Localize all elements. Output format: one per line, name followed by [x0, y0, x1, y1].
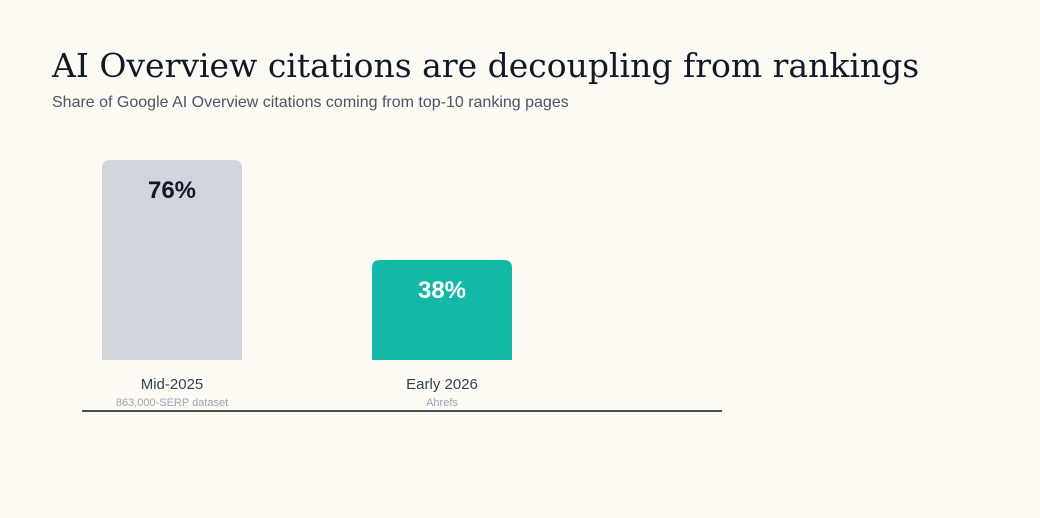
x-tick-label: Mid-2025 [141, 376, 204, 393]
bar [372, 260, 512, 360]
bar [102, 160, 242, 360]
chart-subtitle: Share of Google AI Overview citations co… [52, 94, 569, 111]
x-tick-label: Early 2026 [406, 376, 478, 393]
value-label: 76% [148, 177, 196, 204]
chart-title: AI Overview citations are decoupling fro… [51, 46, 919, 85]
value-label: 38% [418, 277, 466, 304]
category-note: Ahrefs [426, 397, 458, 409]
category-note: 863,000-SERP dataset [116, 397, 228, 409]
